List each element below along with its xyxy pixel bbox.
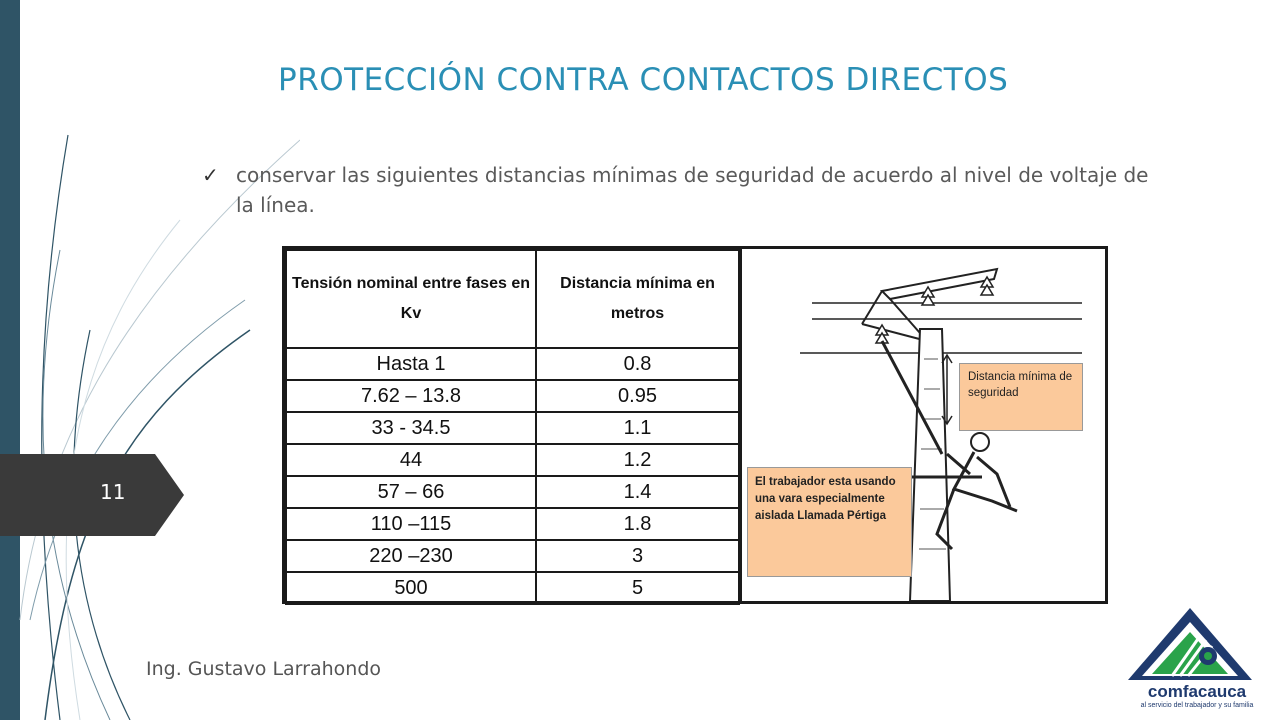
cell-distance: 5	[535, 571, 740, 605]
cell-distance: 1.8	[535, 507, 740, 541]
logo-name: comfacauca	[1147, 682, 1247, 701]
cell-distance: 3	[535, 539, 740, 573]
note-safety-distance: Distancia mínima de seguridad	[959, 363, 1083, 431]
table-row: Hasta 1 0.8	[285, 347, 740, 381]
page-number: 11	[100, 480, 126, 504]
table-header-distance: Distancia mínima en metros	[535, 249, 740, 349]
table-row: 57 – 66 1.4	[285, 475, 740, 509]
table-row: 33 - 34.5 1.1	[285, 411, 740, 445]
note-worker-stick: El trabajador esta usando una vara espec…	[747, 467, 912, 577]
page-number-badge	[0, 454, 184, 536]
table-row: 110 –115 1.8	[285, 507, 740, 541]
logo-tagline: al servicio del trabajador y su familia	[1140, 702, 1254, 709]
cell-distance: 1.2	[535, 443, 740, 477]
checkmark-icon: ✓	[202, 163, 219, 187]
cell-voltage: 220 –230	[285, 539, 537, 573]
bullet-item: ✓ conservar las siguientes distancias mí…	[202, 160, 1167, 220]
cell-distance: 1.4	[535, 475, 740, 509]
table-row: 7.62 – 13.8 0.95	[285, 379, 740, 413]
cell-distance: 0.95	[535, 379, 740, 413]
utility-pole-drawing	[800, 267, 1082, 602]
distance-table: Tensión nominal entre fases en Kv Distan…	[285, 249, 740, 605]
safety-distance-figure: Tensión nominal entre fases en Kv Distan…	[282, 246, 1108, 605]
bullet-text: conservar las siguientes distancias míni…	[236, 163, 1149, 217]
table-row: 500 5	[285, 571, 740, 605]
decorative-swoosh-lines	[19, 134, 300, 720]
lineman-illustration	[740, 249, 1107, 602]
cell-voltage: 57 – 66	[285, 475, 537, 509]
left-accent-bar	[0, 0, 20, 720]
table-row: 44 1.2	[285, 443, 740, 477]
cell-voltage: 33 - 34.5	[285, 411, 537, 445]
cell-distance: 1.1	[535, 411, 740, 445]
cell-voltage: Hasta 1	[285, 347, 537, 381]
table-header-voltage: Tensión nominal entre fases en Kv	[285, 249, 537, 349]
comfacauca-logo-icon	[1128, 608, 1252, 680]
author-name: Ing. Gustavo Larrahondo	[146, 658, 382, 680]
cell-voltage: 7.62 – 13.8	[285, 379, 537, 413]
slide-title: PROTECCIÓN CONTRA CONTACTOS DIRECTOS	[278, 62, 1009, 98]
cell-voltage: 110 –115	[285, 507, 537, 541]
cell-voltage: 500	[285, 571, 537, 605]
table-header-row: Tensión nominal entre fases en Kv Distan…	[285, 249, 740, 349]
table-row: 220 –230 3	[285, 539, 740, 573]
cell-voltage: 44	[285, 443, 537, 477]
cell-distance: 0.8	[535, 347, 740, 381]
